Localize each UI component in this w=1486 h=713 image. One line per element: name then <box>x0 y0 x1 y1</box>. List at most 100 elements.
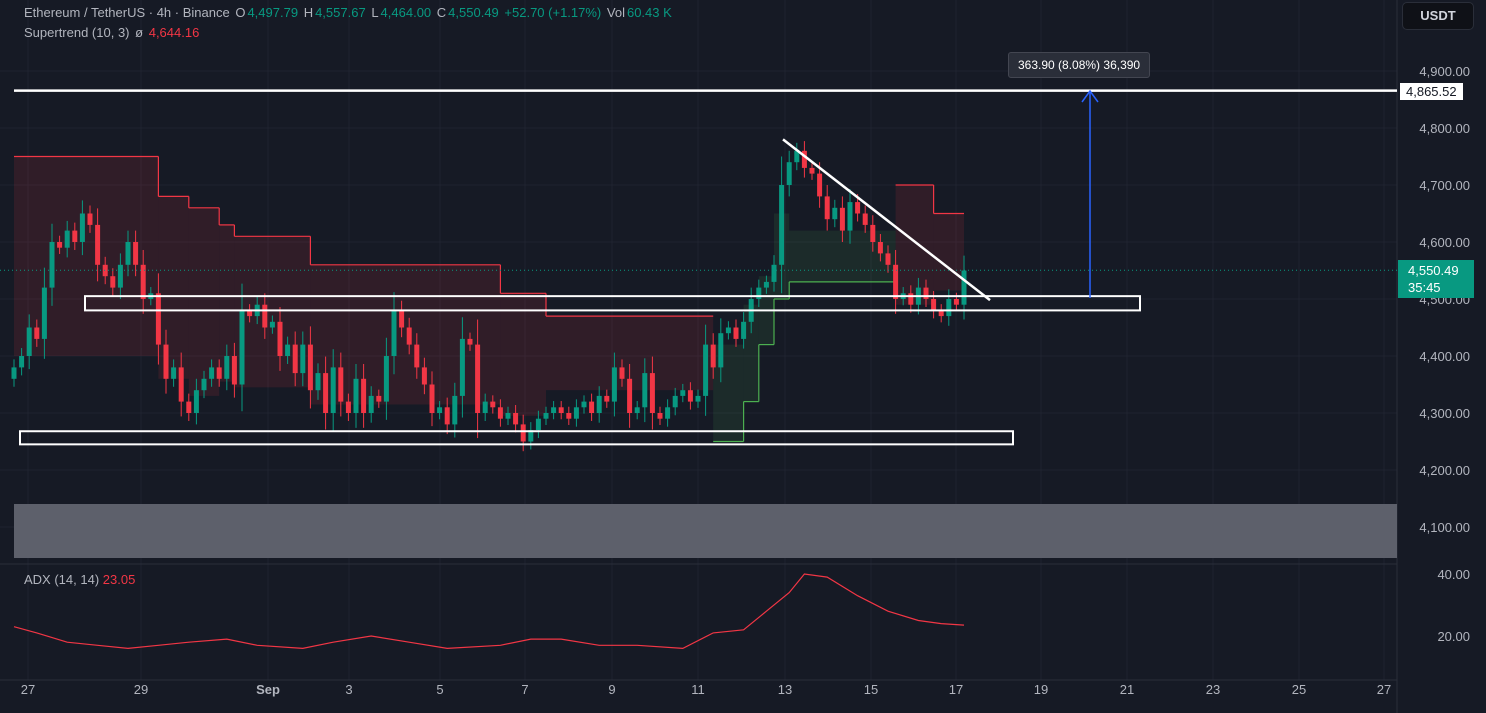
candle-body <box>171 367 177 379</box>
time-tick: 17 <box>949 682 963 697</box>
candle-body <box>285 344 291 356</box>
candle-body <box>619 367 625 379</box>
candle-body <box>414 344 420 368</box>
candle-body <box>771 264 777 282</box>
time-tick: Sep <box>256 682 280 697</box>
candle-body <box>193 390 199 413</box>
candle-body <box>34 327 40 339</box>
candle-body <box>26 327 32 356</box>
price-tick: 4,800.00 <box>1419 121 1470 136</box>
candle-body <box>687 390 693 402</box>
candle-body <box>399 310 405 328</box>
gray-band <box>14 504 1397 558</box>
candle-body <box>140 264 146 299</box>
candle-body <box>368 395 374 413</box>
candle-body <box>216 367 222 379</box>
candle-body <box>862 213 868 225</box>
high-label: H <box>303 5 314 20</box>
trendline <box>782 138 991 302</box>
candle-body <box>429 384 435 413</box>
close-label: C <box>436 5 447 20</box>
candle-body <box>383 356 389 402</box>
candle-body <box>300 344 306 374</box>
candle-body <box>535 418 541 431</box>
candle-body <box>72 230 78 242</box>
bar-countdown: 35:45 <box>1408 280 1441 295</box>
candle-body <box>741 321 747 339</box>
candle-body <box>870 224 876 242</box>
candle-body <box>452 395 458 425</box>
time-tick: 21 <box>1120 682 1134 697</box>
candle-body <box>558 407 564 413</box>
supertrend-fill <box>933 213 964 291</box>
candle-body <box>467 338 473 345</box>
candle-body <box>566 413 572 419</box>
support-zone-upper <box>84 295 1141 312</box>
candle-body <box>665 407 671 419</box>
open-value: 4,497.79 <box>247 5 299 20</box>
high-value: 4,557.67 <box>315 5 366 20</box>
candle-body <box>528 430 534 442</box>
indicator-legend[interactable]: Supertrend (10, 3) ø 4,644.16 <box>24 25 201 40</box>
supertrend-fill <box>500 293 546 416</box>
candle-body <box>817 173 823 197</box>
candle-body <box>209 367 215 379</box>
open-label: O <box>235 5 246 20</box>
candle-body <box>589 401 595 413</box>
candle-body <box>231 356 237 385</box>
price-tick: 4,700.00 <box>1419 178 1470 193</box>
candle-body <box>475 344 481 413</box>
candle-body <box>703 344 709 396</box>
indicator-value: 4,644.16 <box>148 25 200 40</box>
support-zone-lower <box>19 430 1014 446</box>
adx-legend[interactable]: ADX (14, 14) 23.05 <box>24 572 135 587</box>
price-tick: 4,600.00 <box>1419 235 1470 250</box>
candle-body <box>315 373 321 391</box>
candle-body <box>573 407 579 419</box>
time-tick: 13 <box>778 682 792 697</box>
candle-body <box>839 207 845 231</box>
candle-body <box>117 264 123 288</box>
arrow-head-icon <box>1081 89 1099 103</box>
ohlc-legend: Ethereum / TetherUS · 4h · Binance O 4,49… <box>24 5 674 20</box>
candle-body <box>832 207 838 220</box>
candle-body <box>110 276 116 288</box>
candle-body <box>672 395 678 408</box>
price-tick: 4,300.00 <box>1419 406 1470 421</box>
candle-body <box>581 401 587 408</box>
adx-tick: 20.00 <box>1437 629 1470 644</box>
candle-body <box>695 395 701 402</box>
time-tick: 25 <box>1292 682 1306 697</box>
candle-body <box>186 401 192 413</box>
currency-button[interactable]: USDT <box>1402 2 1474 30</box>
supertrend-fill <box>234 236 311 388</box>
candle-body <box>604 395 610 402</box>
candle-body <box>855 202 861 214</box>
candle-body <box>490 401 496 408</box>
time-tick: 27 <box>1377 682 1391 697</box>
candle-body <box>391 310 397 356</box>
time-tick: 15 <box>864 682 878 697</box>
candle-body <box>444 407 450 425</box>
candle-body <box>361 378 367 413</box>
candle-body <box>102 264 108 277</box>
change-value: +52.70 (+1.17%) <box>504 5 602 20</box>
candle-body <box>961 270 967 305</box>
time-tick: 7 <box>521 682 528 697</box>
indicator-name: Supertrend (10, 3) <box>24 25 130 40</box>
adx-tick: 40.00 <box>1437 567 1470 582</box>
candle-body <box>885 253 891 265</box>
time-tick: 19 <box>1034 682 1048 697</box>
price-tick: 4,200.00 <box>1419 463 1470 478</box>
candle-body <box>877 242 883 254</box>
candle-body <box>953 299 959 305</box>
candle-body <box>353 378 359 413</box>
candle-body <box>634 407 640 413</box>
candle-body <box>459 338 465 396</box>
candle-body <box>513 413 519 425</box>
candle-body <box>155 293 161 345</box>
candle-body <box>406 327 412 345</box>
candle-body <box>269 321 275 328</box>
candle-body <box>95 224 101 265</box>
